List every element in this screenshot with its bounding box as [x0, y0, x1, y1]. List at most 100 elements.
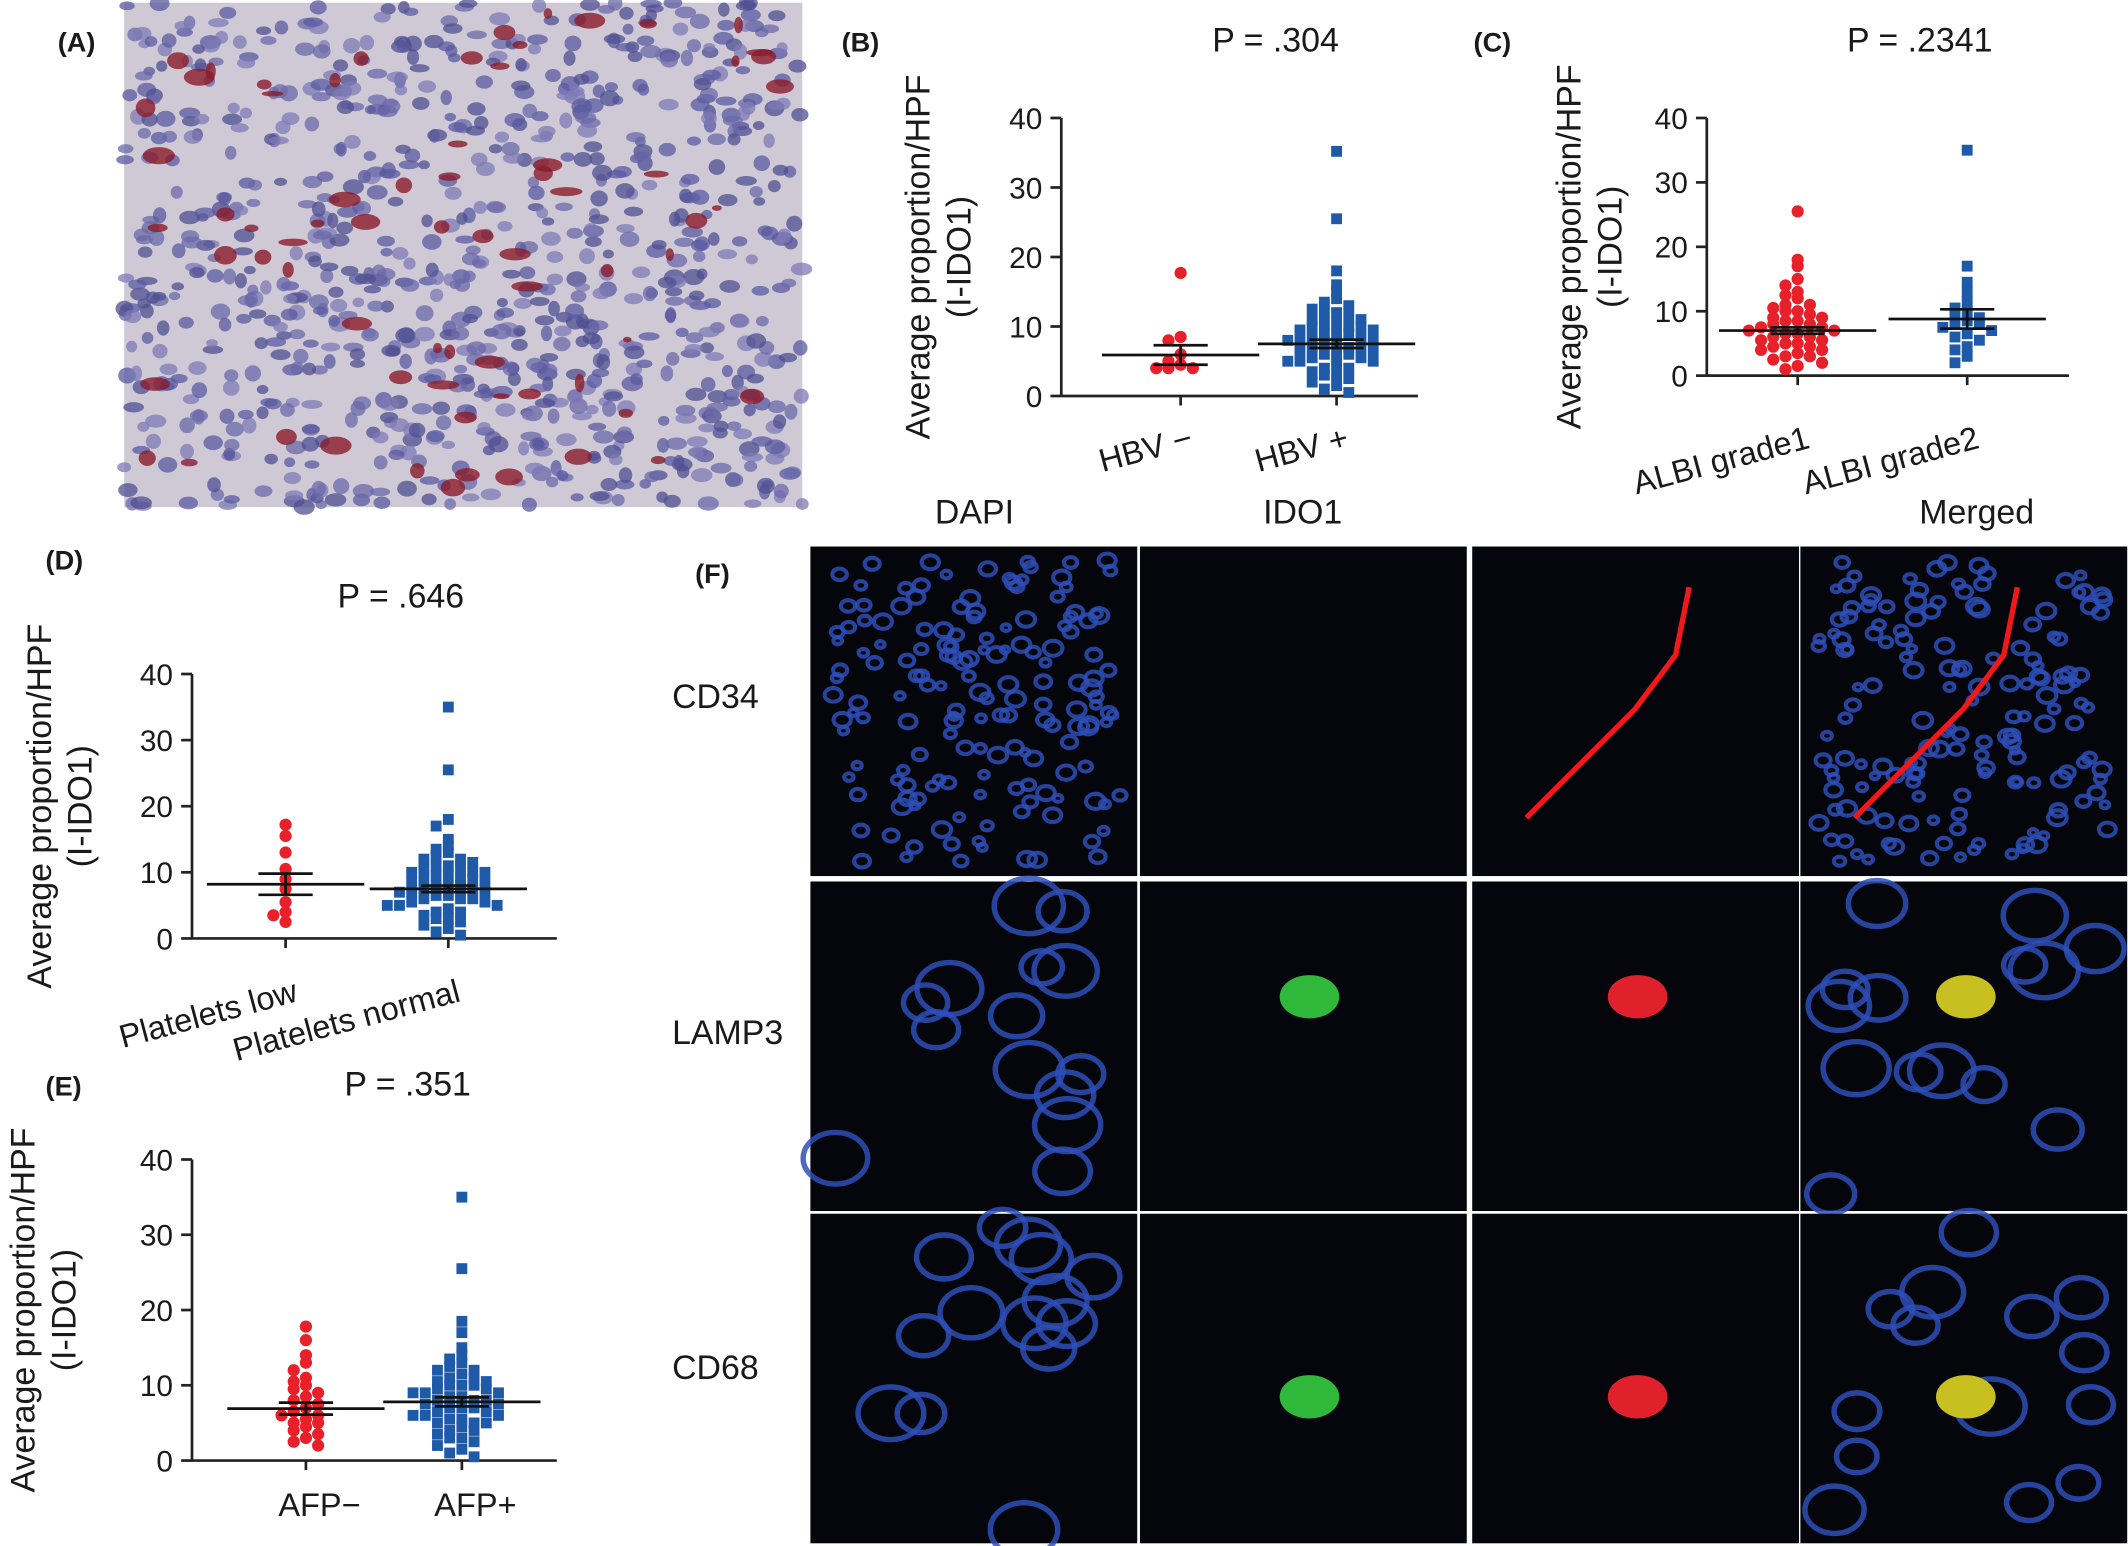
nucleus: [665, 437, 688, 450]
nucleus: [1035, 888, 1090, 934]
nucleus: [254, 485, 273, 497]
nucleus: [1953, 851, 1967, 863]
nucleus: [511, 338, 528, 351]
nucleus: [140, 303, 154, 319]
nucleus: [130, 496, 152, 510]
data-point: [1961, 276, 1973, 288]
nucleus: [2025, 835, 2049, 855]
nucleus: [230, 123, 249, 133]
error-bar: [258, 872, 313, 897]
stain: [454, 411, 477, 424]
nucleus: [1951, 662, 1968, 677]
y-tick-label: 40: [140, 659, 173, 692]
nucleus: [528, 185, 545, 201]
nucleus: [210, 303, 231, 320]
data-point: [468, 1379, 480, 1391]
nucleus: [302, 362, 317, 376]
nucleus: [636, 359, 653, 369]
nucleus: [1926, 814, 1941, 827]
data-point: [480, 1394, 492, 1406]
stain: [180, 458, 198, 467]
nucleus: [283, 471, 302, 485]
data-point: [442, 814, 454, 825]
nucleus: [116, 155, 134, 165]
nucleus: [1098, 798, 1113, 811]
y-axis-label: Average proportion/HPF: [5, 1128, 43, 1493]
nucleus: [1022, 560, 1039, 575]
nucleus: [1919, 850, 1940, 867]
nucleus: [316, 193, 333, 203]
nucleus: [639, 479, 652, 489]
panel-label: (E): [46, 1071, 82, 1102]
nucleus: [511, 80, 531, 91]
nucleus: [1847, 972, 1909, 1023]
nucleus: [1058, 580, 1074, 594]
nucleus: [218, 317, 232, 332]
nucleus: [130, 287, 150, 301]
nucleus: [388, 449, 405, 460]
data-point: [299, 1334, 313, 1347]
data-point: [1973, 318, 1985, 330]
y-tick-label: 20: [1655, 232, 1688, 265]
y-tick-label: 10: [1655, 296, 1688, 329]
nucleus: [718, 2, 730, 17]
data-point: [418, 909, 430, 921]
nucleus: [665, 296, 685, 306]
data-point: [1294, 324, 1306, 336]
nucleus: [475, 75, 493, 89]
data-point: [1791, 337, 1804, 350]
nucleus: [1014, 610, 1038, 629]
nucleus: [971, 835, 987, 848]
nucleus: [675, 404, 696, 417]
nucleus: [319, 262, 339, 272]
nucleus: [1862, 677, 1883, 694]
nucleus: [145, 414, 167, 428]
nucleus: [1808, 814, 1830, 832]
data-point: [456, 1327, 468, 1339]
nucleus: [1810, 639, 1828, 654]
data-point: [444, 1413, 456, 1425]
nucleus: [2046, 808, 2069, 828]
nucleus: [937, 1284, 1006, 1341]
nucleus: [501, 141, 520, 156]
nucleus: [488, 436, 509, 453]
nucleus: [394, 85, 408, 96]
nucleus: [588, 422, 607, 431]
data-point: [444, 1361, 456, 1372]
nucleus: [731, 236, 748, 247]
nucleus: [599, 90, 620, 107]
data-point: [456, 1413, 468, 1425]
data-point: [1318, 348, 1330, 360]
nucleus: [681, 226, 703, 238]
y-tick-label: 20: [1009, 242, 1042, 275]
nucleus: [462, 270, 476, 283]
nucleus: [141, 332, 154, 344]
nucleus: [764, 439, 786, 455]
nucleus: [554, 325, 572, 337]
error-bar: [1940, 307, 1995, 330]
fluorescence-tile: [1472, 881, 1800, 1212]
data-point: [1754, 343, 1768, 356]
nucleus: [721, 364, 733, 378]
nucleus: [680, 49, 694, 67]
nucleus: [323, 354, 336, 369]
nucleus: [710, 462, 732, 474]
data-point: [455, 929, 466, 941]
nucleus: [588, 320, 609, 331]
nucleus: [622, 23, 634, 35]
nucleus: [1082, 833, 1102, 850]
data-point: [480, 1417, 492, 1429]
nucleus: [1835, 799, 1859, 818]
y-tick-label: 40: [1009, 103, 1042, 136]
nucleus: [222, 113, 243, 125]
nucleus: [458, 0, 478, 8]
nucleus: [1904, 608, 1927, 628]
nucleus: [1905, 775, 1922, 789]
nucleus: [340, 265, 359, 276]
nucleus: [609, 454, 623, 466]
nucleus: [534, 315, 555, 326]
stain: [474, 355, 506, 369]
stain: [142, 147, 175, 165]
nucleus: [349, 359, 366, 368]
nucleus: [293, 499, 315, 515]
